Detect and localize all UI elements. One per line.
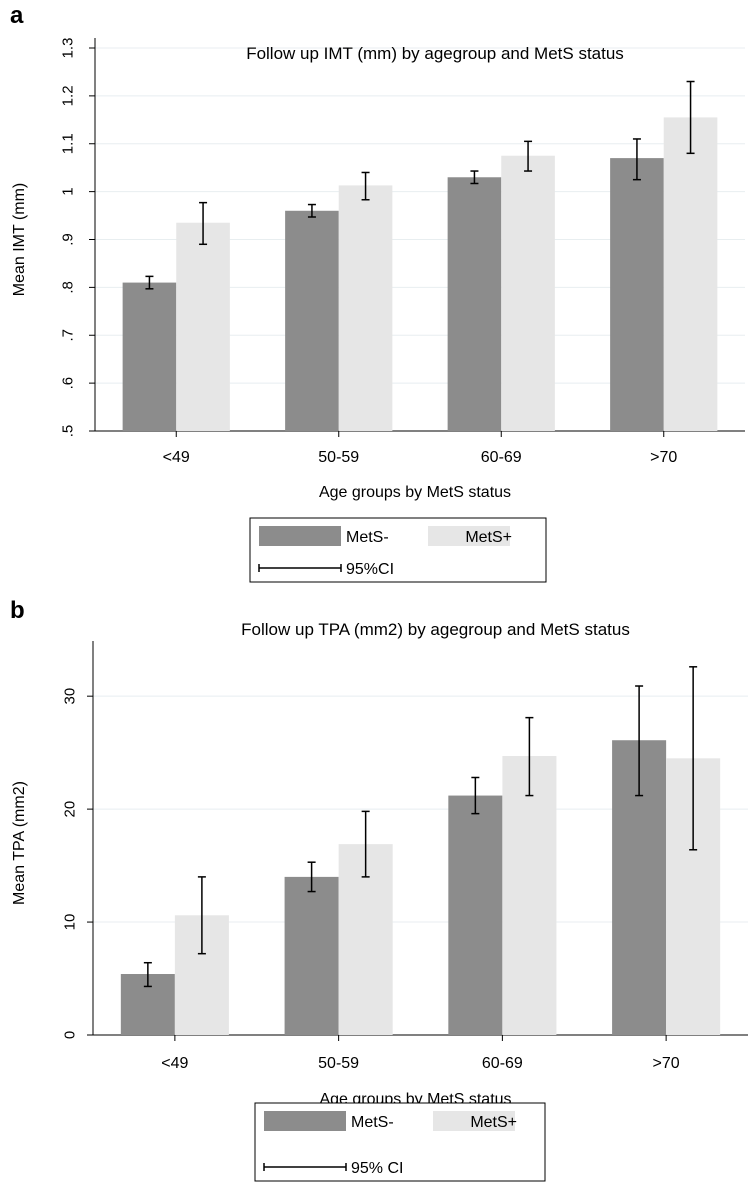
x-tick-label: 60-69	[482, 1055, 523, 1072]
legend-label-metsminus: MetS-	[346, 529, 389, 546]
bar-metsplus	[176, 222, 230, 431]
tpa-bar-chart: 0 10 20 30 <49 50-59 60-69 >70 Follow up TPA (mm…	[11, 620, 748, 1182]
legend-label-ci: 95%CI	[346, 561, 394, 578]
chart-panel-b: b 0 10 20 30 <49 50-59 60-69 >70 Follow up TPA (…	[0, 595, 753, 1187]
legend-label-ci: 95% CI	[351, 1160, 403, 1177]
x-tick-label: 50-59	[318, 449, 359, 466]
y-tick-label: 1.1	[60, 133, 77, 154]
y-tick-label: 20	[62, 801, 79, 818]
x-axis-label: Age groups by MetS status	[319, 484, 511, 501]
y-tick-label: .6	[60, 377, 77, 390]
panel-label-a: a	[10, 2, 24, 29]
legend-swatch-metsplus	[428, 526, 510, 546]
legend-label-metsplus: MetS+	[465, 529, 512, 546]
x-tick-label: >70	[650, 449, 677, 466]
imt-bar-chart: .5 .6 .7 .8 .9 1 1.1 1.2 1.3 <49 50-59 60-69 >70 Foll…	[11, 38, 745, 583]
y-tick-label: .7	[60, 329, 77, 342]
legend-label-metsminus: MetS-	[351, 1114, 394, 1131]
y-tick-label: 1.3	[60, 38, 77, 59]
bar-metsminus	[447, 177, 502, 431]
x-tick-label: <49	[161, 1055, 188, 1072]
y-tick-label: .5	[60, 425, 77, 438]
bar-metsminus	[285, 210, 339, 431]
bar-metsminus	[122, 282, 177, 431]
y-tick-label: .9	[60, 233, 77, 246]
bar-metsminus	[610, 158, 664, 432]
legend-swatch-metsplus	[433, 1111, 515, 1131]
bar-metsminus	[284, 876, 339, 1035]
y-axis-label: Mean IMT (mm)	[11, 183, 28, 296]
y-tick-label: .8	[60, 281, 77, 294]
legend-swatch-metsminus	[259, 526, 341, 546]
x-tick-label: 60-69	[481, 449, 522, 466]
chart-panel-a: a .5 .6 .7 .8 .9 1 1.1 1.2 1.3 <49 50-59 60-69 >70 Fo…	[0, 0, 753, 590]
y-tick-label: 10	[62, 914, 79, 931]
x-tick-label: >70	[653, 1055, 680, 1072]
bar-metsplus	[501, 155, 555, 431]
bar-metsminus	[448, 795, 503, 1035]
chart-title: Follow up IMT (mm) by agegroup and MetS …	[246, 44, 624, 63]
y-axis-label: Mean TPA (mm2)	[11, 781, 28, 905]
y-tick-label: 30	[62, 688, 79, 705]
y-tick-label: 1	[60, 187, 77, 195]
x-tick-label: <49	[163, 449, 190, 466]
y-tick-label: 1.2	[60, 85, 77, 106]
legend-swatch-metsminus	[264, 1111, 346, 1131]
panel-label-b: b	[10, 597, 25, 624]
chart-title: Follow up TPA (mm2) by agegroup and MetS…	[241, 620, 630, 639]
bar-metsplus	[663, 117, 718, 431]
y-tick-label: 0	[62, 1031, 79, 1039]
bar-metsplus	[502, 756, 557, 1035]
x-tick-label: 50-59	[318, 1055, 359, 1072]
bar-metsplus	[338, 185, 393, 431]
legend-label-metsplus: MetS+	[470, 1114, 517, 1131]
